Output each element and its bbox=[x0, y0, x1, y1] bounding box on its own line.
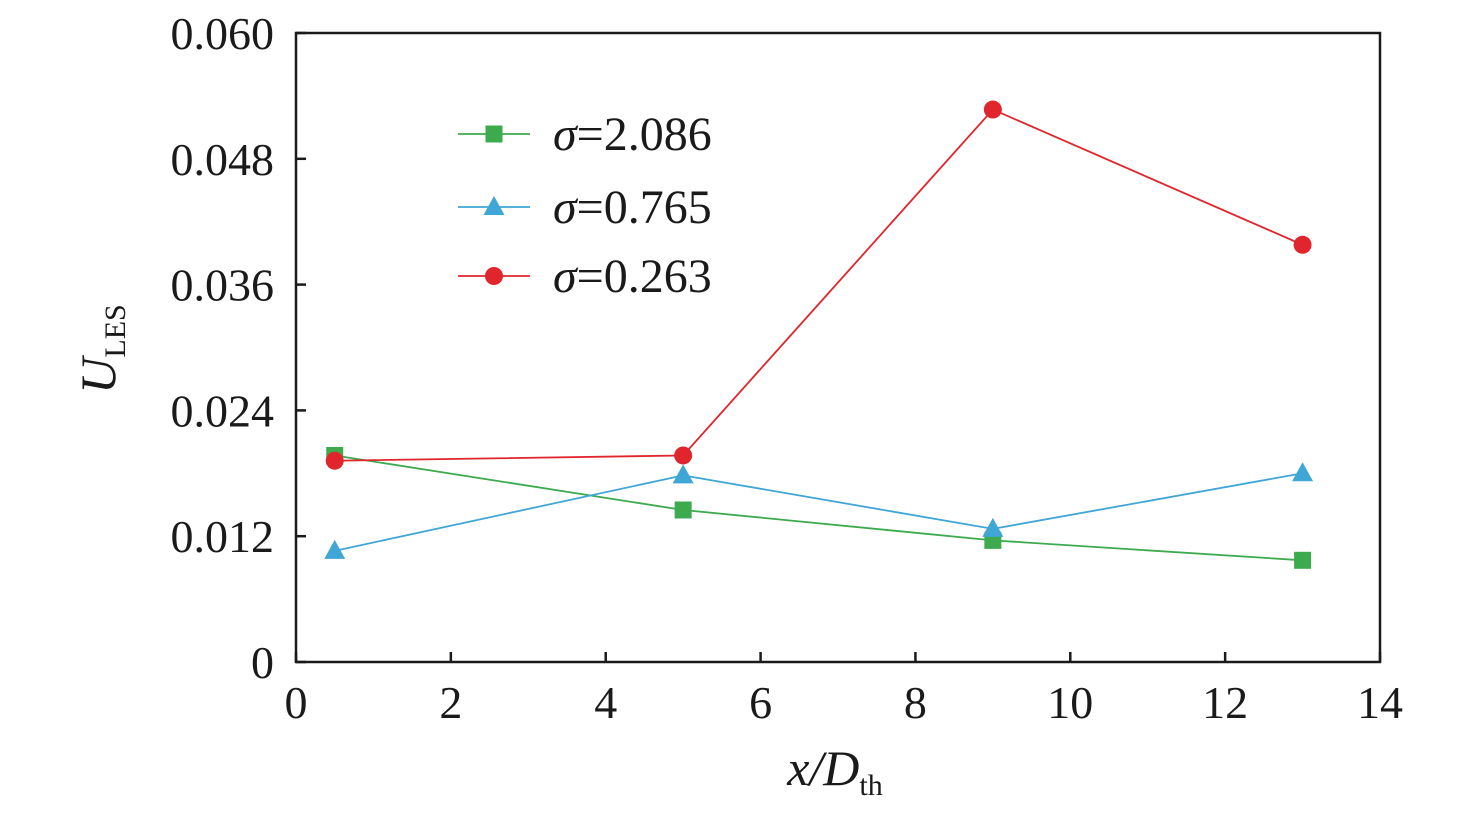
legend-label: σ=2.086 bbox=[553, 108, 712, 161]
legend-item: σ=0.765 bbox=[458, 181, 712, 234]
x-tick-label: 0 bbox=[285, 677, 308, 728]
legend-label: σ=0.765 bbox=[553, 181, 712, 234]
data-point bbox=[983, 100, 1002, 119]
x-tick-label: 6 bbox=[749, 677, 772, 728]
data-point bbox=[674, 501, 692, 519]
series-square bbox=[326, 446, 1312, 569]
x-tick-label: 14 bbox=[1357, 677, 1403, 728]
data-point bbox=[674, 446, 693, 465]
legend-label: σ=0.263 bbox=[553, 250, 712, 303]
x-axis-label: x/Dth bbox=[786, 740, 883, 802]
legend-sigma: σ bbox=[553, 108, 579, 161]
x-tick-label: 12 bbox=[1202, 677, 1248, 728]
data-point bbox=[1293, 235, 1312, 254]
legend-value: =2.086 bbox=[577, 108, 712, 161]
labels-layer: x/Dth ULES bbox=[70, 304, 883, 802]
x-tick-label: 10 bbox=[1047, 677, 1093, 728]
y-tick-label: 0.060 bbox=[171, 8, 275, 59]
y-tick-label: 0.048 bbox=[171, 134, 275, 185]
y-tick-label: 0.012 bbox=[171, 511, 275, 562]
ticks-layer: 0 2 4 6 8 10 12 14 0 0.012 0.024 0.036 0.048 0.060 bbox=[171, 8, 1404, 728]
series-line bbox=[334, 472, 1303, 552]
y-tick-label: 0.024 bbox=[171, 385, 275, 436]
x-tick-label: 4 bbox=[594, 677, 617, 728]
plot-frame bbox=[294, 31, 1382, 664]
series-layer bbox=[324, 100, 1314, 569]
x-tick-label: 2 bbox=[439, 677, 462, 728]
y-axis-label-sub: LES bbox=[99, 304, 132, 357]
x-tick-label: 8 bbox=[904, 677, 927, 728]
y-tick-label: 0 bbox=[251, 637, 274, 688]
legend-value: =0.765 bbox=[577, 181, 712, 234]
y-axis-label-main: U bbox=[70, 355, 126, 394]
data-point bbox=[1294, 551, 1312, 569]
data-point bbox=[324, 539, 346, 559]
y-tick-label: 0.036 bbox=[171, 260, 275, 311]
series-triangle bbox=[324, 462, 1314, 559]
legend-item: σ=2.086 bbox=[458, 108, 712, 161]
x-axis-label-sub: th bbox=[859, 769, 882, 802]
legend-swatch-marker bbox=[485, 125, 503, 143]
legend-value: =0.263 bbox=[577, 250, 712, 303]
series-line bbox=[334, 454, 1303, 562]
series-line bbox=[334, 108, 1303, 462]
legend-swatch-marker bbox=[483, 196, 505, 215]
data-point bbox=[672, 464, 694, 484]
series-circle bbox=[325, 100, 1312, 470]
legend-sigma: σ bbox=[553, 181, 579, 234]
x-axis-label-main: x/D bbox=[786, 740, 859, 796]
legend-sigma: σ bbox=[553, 250, 579, 303]
legend-swatch-marker bbox=[485, 267, 503, 285]
y-axis-label: ULES bbox=[70, 304, 132, 393]
legend-item: σ=0.263 bbox=[458, 250, 712, 303]
data-point bbox=[325, 451, 344, 470]
data-point bbox=[1292, 462, 1314, 482]
data-point bbox=[982, 517, 1004, 537]
